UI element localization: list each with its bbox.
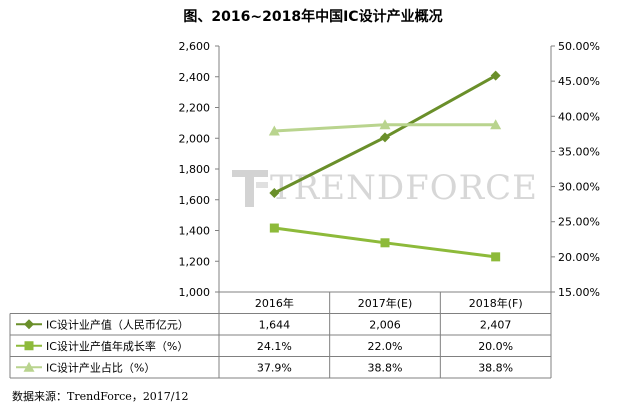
data-point — [268, 125, 280, 136]
left-tick-label: 1,800 — [179, 163, 211, 176]
category-label: 2016年 — [255, 296, 294, 310]
data-point — [269, 223, 279, 233]
trendforce-logo-icon — [232, 170, 268, 207]
legend-key-marker — [24, 341, 34, 351]
legend-series-name: IC设计业产值（人民币亿元） — [46, 317, 189, 331]
data-point — [490, 119, 502, 130]
watermark-text: TRENDFORCE — [270, 168, 539, 208]
left-tick-label: 2,000 — [179, 132, 211, 145]
right-tick-label: 40.00% — [558, 110, 600, 123]
table-cell-value: 24.1% — [257, 340, 292, 353]
trendforce-watermark: TRENDFORCE — [232, 168, 538, 208]
right-tick-label: 20.00% — [558, 251, 600, 264]
category-label: 2017年(E) — [358, 296, 413, 310]
table-cell-value: 38.8% — [478, 361, 513, 374]
data-point — [380, 238, 390, 248]
legend-key-marker — [24, 319, 34, 330]
left-tick-label: 1,000 — [179, 286, 211, 299]
table-cell-value: 2,407 — [480, 318, 512, 331]
data-point — [380, 132, 390, 143]
legend-series-name: IC设计产业占比（%） — [46, 360, 155, 374]
data-point — [379, 119, 391, 130]
table-cell-value: 37.9% — [257, 361, 292, 374]
data-point — [269, 187, 280, 198]
table-cell-value: 38.8% — [368, 361, 403, 374]
left-tick-label: 1,400 — [179, 225, 211, 238]
right-tick-label: 25.00% — [558, 216, 600, 229]
left-tick-label: 2,200 — [179, 102, 211, 115]
table-cell-value: 1,644 — [259, 318, 291, 331]
left-tick-label: 2,400 — [179, 71, 211, 84]
left-tick-label: 1,200 — [179, 255, 211, 268]
chart-title: 图、2016~2018年中国IC设计产业概况 — [183, 9, 443, 25]
legend-key-marker — [23, 361, 35, 372]
right-tick-label: 15.00% — [558, 286, 600, 299]
right-tick-label: 45.00% — [558, 75, 600, 88]
right-tick-label: 50.00% — [558, 40, 600, 53]
legend-series-name: IC设计业产值年成长率（%） — [46, 339, 188, 353]
table-cell-value: 2,006 — [369, 318, 401, 331]
right-tick-label: 30.00% — [558, 181, 600, 194]
table-cell-value: 22.0% — [368, 340, 403, 353]
category-label: 2018年(F) — [469, 296, 523, 310]
right-tick-label: 35.00% — [558, 145, 600, 158]
table-cell-value: 20.0% — [478, 340, 513, 353]
source-note: 数据来源：TrendForce，2017/12 — [12, 390, 189, 403]
data-point — [491, 252, 501, 262]
left-tick-label: 2,600 — [179, 40, 211, 53]
data-point — [490, 70, 501, 81]
left-tick-label: 1,600 — [179, 194, 211, 207]
